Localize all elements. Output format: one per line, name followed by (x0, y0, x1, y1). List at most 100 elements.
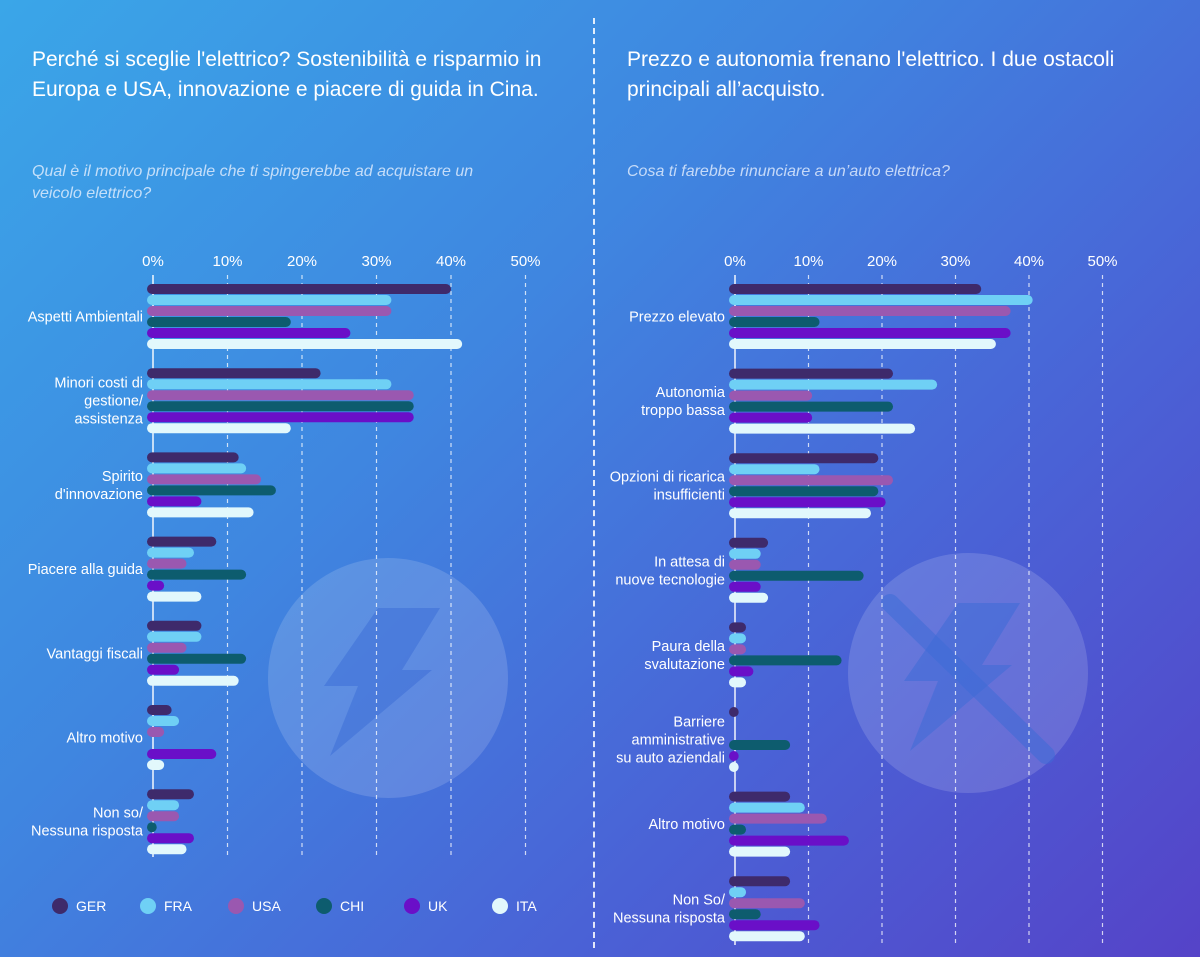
legend-swatch (316, 898, 332, 914)
legend-label: UK (428, 898, 448, 914)
bar-chi (729, 570, 864, 581)
category-label: Paura della svalutazione (644, 639, 726, 673)
bar-uk (147, 580, 165, 591)
bar-ita (729, 762, 739, 772)
category-label: Altro motivo (648, 817, 725, 833)
bar-chi (147, 401, 414, 412)
bar-uk (147, 412, 414, 423)
category-label: Opzioni di ricarica insufficienti (610, 470, 726, 504)
bar-fra (147, 547, 194, 558)
bar-ger (147, 620, 202, 631)
x-tick-label: 30% (361, 253, 391, 270)
bar-chi (729, 824, 747, 835)
bar-fra (729, 379, 938, 390)
bar-chi (729, 401, 894, 412)
x-tick-label: 10% (793, 253, 823, 270)
bar-ger (729, 791, 791, 802)
bolt-shape (904, 603, 1020, 751)
legend-label: ITA (516, 898, 537, 914)
bar-chi (729, 740, 791, 750)
category-label: Non so/Nessuna risposta (31, 806, 144, 840)
bar-ita (729, 846, 791, 857)
category-label: Autonomia troppo bassa (641, 385, 726, 419)
bar-ger (729, 453, 879, 464)
bar-ita (147, 423, 291, 434)
panel-divider (593, 18, 595, 948)
category-label: Barriere amministrative su auto aziendali (616, 715, 725, 767)
bar-fra (147, 716, 180, 726)
bar-fra (147, 379, 392, 390)
bar-chi (147, 485, 276, 496)
legend-item-chi: CHI (316, 898, 404, 914)
bar-fra (729, 633, 747, 644)
bar-uk (147, 749, 217, 759)
bar-usa (147, 727, 165, 737)
bar-usa (729, 559, 761, 570)
bar-uk (729, 835, 849, 846)
legend-label: USA (252, 898, 281, 914)
bar-uk (729, 666, 754, 677)
bar-usa (729, 306, 1011, 316)
cross-line (881, 594, 1055, 764)
bar-uk (147, 496, 202, 507)
bar-chi (729, 317, 820, 327)
bar-ger (147, 789, 194, 800)
category-label: In attesa di nuove tecnologie (615, 554, 725, 588)
bar-chi (147, 822, 157, 833)
bar-ita (147, 844, 187, 855)
bar-usa (729, 813, 827, 824)
legend-label: FRA (164, 898, 192, 914)
legend-item-ita: ITA (492, 898, 580, 914)
legend-swatch (228, 898, 244, 914)
bar-usa (147, 642, 187, 653)
bar-usa (729, 390, 813, 401)
legend-label: CHI (340, 898, 365, 914)
x-tick-label: 40% (1014, 253, 1044, 270)
bar-chi (147, 653, 247, 664)
legend-item-usa: USA (228, 898, 316, 914)
bar-usa (147, 390, 414, 401)
bar-ita (729, 592, 769, 603)
bar-chi (147, 317, 291, 327)
bar-ita (147, 760, 165, 770)
bar-ger (729, 707, 739, 717)
bar-fra (729, 802, 805, 813)
x-tick-label: 20% (867, 253, 897, 270)
icon-circle (268, 558, 508, 798)
bar-ger (729, 368, 894, 379)
category-label: Spirito d'innovazione (55, 469, 143, 503)
x-tick-label: 40% (436, 253, 466, 270)
bar-usa (729, 644, 747, 655)
bar-ita (147, 339, 463, 349)
legend-swatch (404, 898, 420, 914)
bar-ger (729, 537, 769, 548)
bar-usa (147, 474, 262, 485)
category-label: Vantaggi fiscali (47, 646, 143, 662)
x-tick-label: 20% (287, 253, 317, 270)
bolt-shape (324, 608, 440, 756)
bar-chi (147, 569, 247, 580)
crossed-lightning-icon (848, 553, 1088, 793)
legend-swatch (52, 898, 68, 914)
bar-ita (729, 423, 916, 434)
bar-chi (729, 655, 842, 666)
bar-fra (729, 548, 761, 559)
bar-ger (147, 536, 217, 547)
x-tick-label: 0% (724, 253, 746, 270)
bar-chi (729, 486, 879, 497)
category-label: Prezzo elevato (629, 310, 725, 326)
bar-ger (147, 452, 239, 463)
category-label: Piacere alla guida (28, 562, 144, 578)
bar-usa (147, 306, 392, 316)
bar-uk (729, 751, 739, 761)
bar-ita (729, 931, 805, 942)
bar-uk (147, 833, 194, 844)
bar-uk (729, 497, 886, 508)
legend-item-uk: UK (404, 898, 492, 914)
bar-uk (147, 328, 351, 338)
category-label: Non So/Nessuna risposta (613, 893, 726, 927)
bar-fra (147, 295, 392, 305)
bar-fra (147, 631, 202, 642)
category-label: Minori costi di gestione/assistenza (54, 376, 144, 428)
